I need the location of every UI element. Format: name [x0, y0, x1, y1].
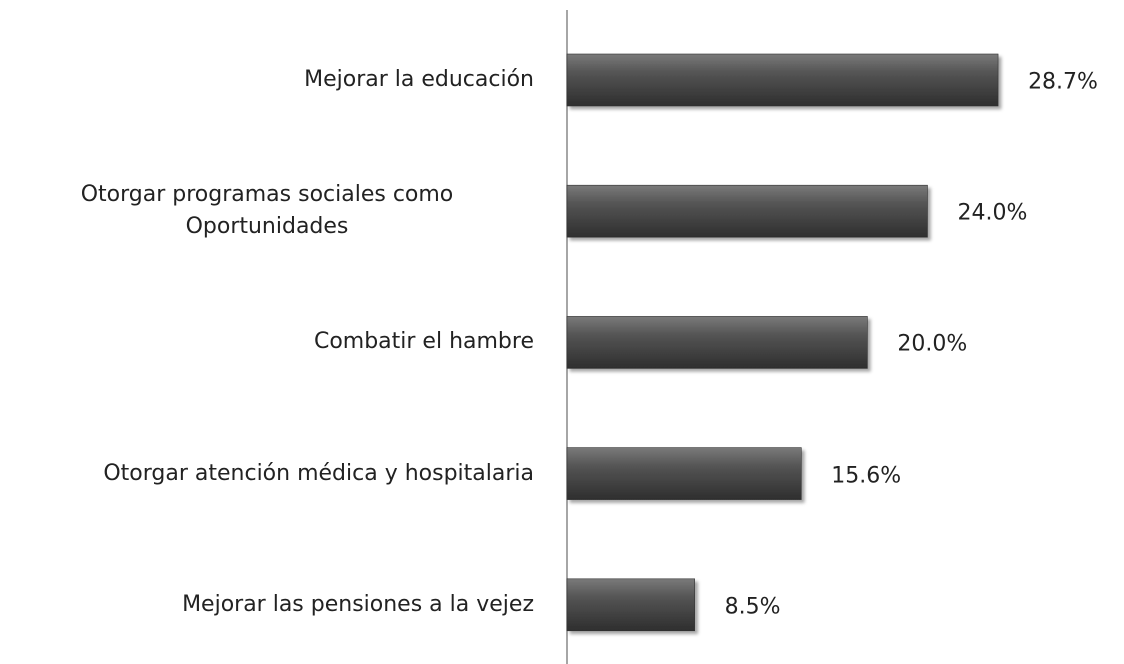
category-label: Otorgar atención médica y hospitalaria	[103, 460, 534, 486]
category-label: Mejorar las pensiones a la vejez	[182, 591, 534, 617]
bar	[566, 578, 695, 632]
category-label: Otorgar programas sociales como Oportuni…	[80, 182, 454, 240]
value-label: 28.7%	[1028, 69, 1098, 95]
value-label: 20.0%	[897, 331, 968, 357]
value-label: 8.5%	[724, 594, 781, 620]
bar	[566, 447, 802, 500]
value-label: 15.6%	[831, 463, 902, 489]
bar	[566, 184, 928, 238]
category-label: Mejorar la educación	[304, 67, 534, 92]
bar	[566, 316, 868, 369]
bar	[566, 53, 999, 107]
category-label: Combatir el hambre	[313, 329, 534, 355]
value-label: 24.0%	[957, 200, 1028, 226]
